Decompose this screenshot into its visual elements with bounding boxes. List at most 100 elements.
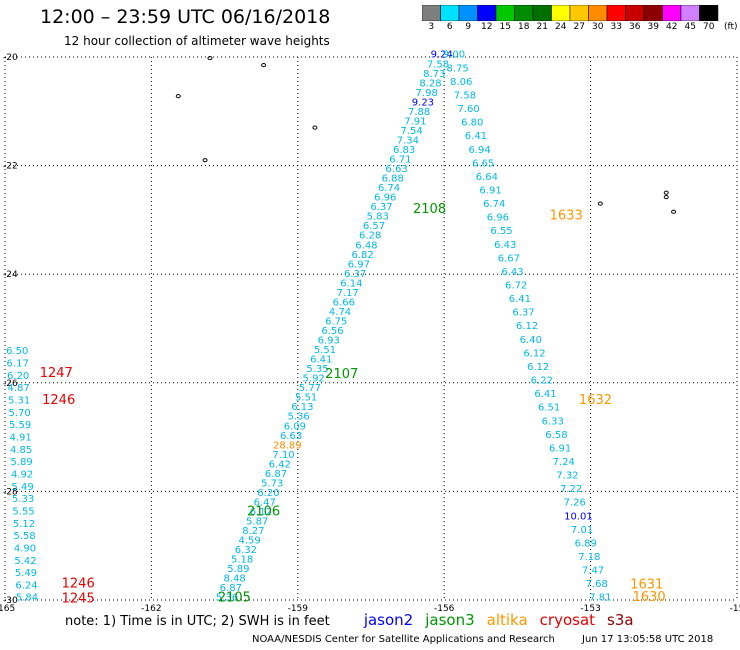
wave-height-value: 6.97 [348, 259, 370, 270]
wave-height-value: 7.47 [582, 566, 604, 577]
wave-height-value: 5.58 [13, 531, 35, 542]
island-marker [312, 125, 318, 130]
wave-height-value: 6.12 [527, 362, 549, 373]
wave-height-value: 6.55 [490, 226, 512, 237]
wave-height-value: 6.42 [269, 459, 291, 470]
wave-height-value: 6.75 [325, 316, 347, 327]
wave-height-value: 7.22 [560, 484, 582, 495]
wave-height-value: 7.60 [457, 104, 479, 115]
wave-height-value: 6.58 [545, 430, 567, 441]
wave-height-value: 7.58 [427, 59, 449, 70]
x-tick-label: -15 [730, 604, 740, 614]
y-tick-label: -24 [3, 270, 18, 280]
wave-height-value: 6.74 [483, 199, 505, 210]
x-tick-label: -153 [580, 604, 600, 614]
wave-height-value: 28.89 [273, 440, 302, 451]
satellite-legend-jason2: jason2 [363, 611, 414, 629]
wave-height-value: 6.09 [284, 421, 306, 432]
wave-height-value: 6.51 [538, 403, 560, 414]
wave-height-value: 6.93 [318, 336, 340, 347]
pass-label: 1630 [633, 590, 666, 605]
wave-height-value: 6.89 [575, 538, 597, 549]
wave-height-value: 7.17 [336, 288, 358, 299]
colorbar-tick-label: 24 [555, 22, 567, 32]
wave-height-value: 6.66 [333, 297, 355, 308]
wave-height-value: 4.90 [14, 543, 36, 554]
wave-height-value: 7.81 [589, 593, 611, 604]
island-marker [663, 194, 669, 200]
wave-height-value: 7.58 [454, 90, 476, 101]
wave-height-value: 6.71 [389, 155, 411, 166]
wave-height-value: 6.87 [220, 583, 242, 594]
footer-note: note: 1) Time is in UTC; 2) SWH is in fe… [65, 611, 634, 629]
wave-height-value: 6.50 [6, 346, 28, 357]
wave-height-value: 6.22 [531, 376, 553, 387]
wave-height-value: 7.34 [397, 135, 419, 146]
wave-height-value: 6.96 [487, 213, 509, 224]
wave-height-value: 5.18 [231, 555, 253, 566]
credit-text: NOAA/NESDIS Center for Satellite Applica… [252, 634, 555, 645]
wave-height-value: 6.37 [344, 269, 366, 280]
wave-height-value: 8.27 [242, 526, 264, 537]
wave-height-value: 5.33 [12, 494, 34, 505]
wave-height-value: 6.83 [393, 145, 415, 156]
pass-label: 1633 [550, 208, 583, 223]
wave-height-value: 5.92 [303, 374, 325, 385]
wave-height-value: 6.41 [534, 389, 556, 400]
wave-height-value: 5.77 [299, 383, 321, 394]
wave-height-value: 5.89 [10, 457, 32, 468]
pass-label: 1245 [62, 591, 95, 606]
wave-height-value: 6.12 [250, 507, 272, 518]
wave-height-value: 6.63 [280, 431, 302, 442]
pass-label: 2105 [218, 591, 251, 606]
note-text: note: 1) Time is in UTC; 2) SWH is in fe… [65, 614, 330, 629]
wave-height-value: 6.40 [520, 335, 542, 346]
wave-height-value: 6.24 [15, 580, 37, 591]
wave-height-value: 5.70 [9, 408, 31, 419]
colorbar-tick-label: 39 [648, 22, 660, 32]
island-marker [597, 201, 603, 206]
wave-height-value: 5.36 [287, 412, 309, 423]
y-tick-label: -20 [3, 53, 18, 63]
wave-height-value: 6.12 [523, 348, 545, 359]
wave-height-value: 4.92 [11, 469, 33, 480]
colorbar-tick-label: 27 [574, 22, 585, 32]
pass-label: 1246 [62, 577, 95, 592]
y-tick-label: -22 [3, 162, 18, 172]
pass-label: 2108 [413, 202, 446, 217]
wave-height-value: 7.98 [416, 88, 438, 99]
island-marker [202, 158, 208, 163]
wave-height-value: 7.26 [564, 498, 586, 509]
wave-height-value: 8.75 [446, 63, 468, 74]
wave-height-value: 5.87 [246, 517, 268, 528]
x-tick-label: -162 [141, 604, 161, 614]
wave-height-value: 7.91 [404, 116, 426, 127]
wave-height-value: 6.28 [359, 231, 381, 242]
wave-height-value: 5.35 [306, 364, 328, 375]
wave-height-value: 5.36 [216, 593, 238, 604]
satellite-legend-jason3: jason3 [425, 611, 475, 629]
wave-height-value: 5.51 [295, 393, 317, 404]
wave-height-value: 6.20 [257, 488, 279, 499]
wave-height-value: 6.91 [549, 443, 571, 454]
wave-height-value: 6.67 [498, 253, 520, 264]
wave-height-value: 6.88 [382, 174, 404, 185]
wave-height-value: 5.49 [15, 568, 37, 579]
x-tick-label: -165 [0, 604, 15, 614]
satellite-legend-cryosat: cryosat [539, 611, 596, 629]
colorbar-unit-label: (ft) [724, 22, 738, 32]
wave-height-value: 6.63 [385, 164, 407, 175]
y-tick-label: -28 [3, 487, 18, 497]
satellite-legend-altika: altika [486, 611, 528, 629]
pass-label: 1246 [42, 393, 75, 408]
y-tick-label: -30 [3, 596, 18, 606]
wave-height-value: 5.73 [261, 478, 283, 489]
wave-height-value: 6.43 [501, 267, 523, 278]
wave-height-value: 6.20 [7, 371, 29, 382]
wave-height-value: 5.84 [16, 593, 38, 604]
wave-height-value: 6.96 [374, 193, 396, 204]
wave-height-value: 5.55 [12, 506, 34, 517]
colorbar-tick-label: 21 [537, 22, 548, 32]
wave-height-value: 5.51 [314, 345, 336, 356]
island-marker [207, 55, 213, 61]
